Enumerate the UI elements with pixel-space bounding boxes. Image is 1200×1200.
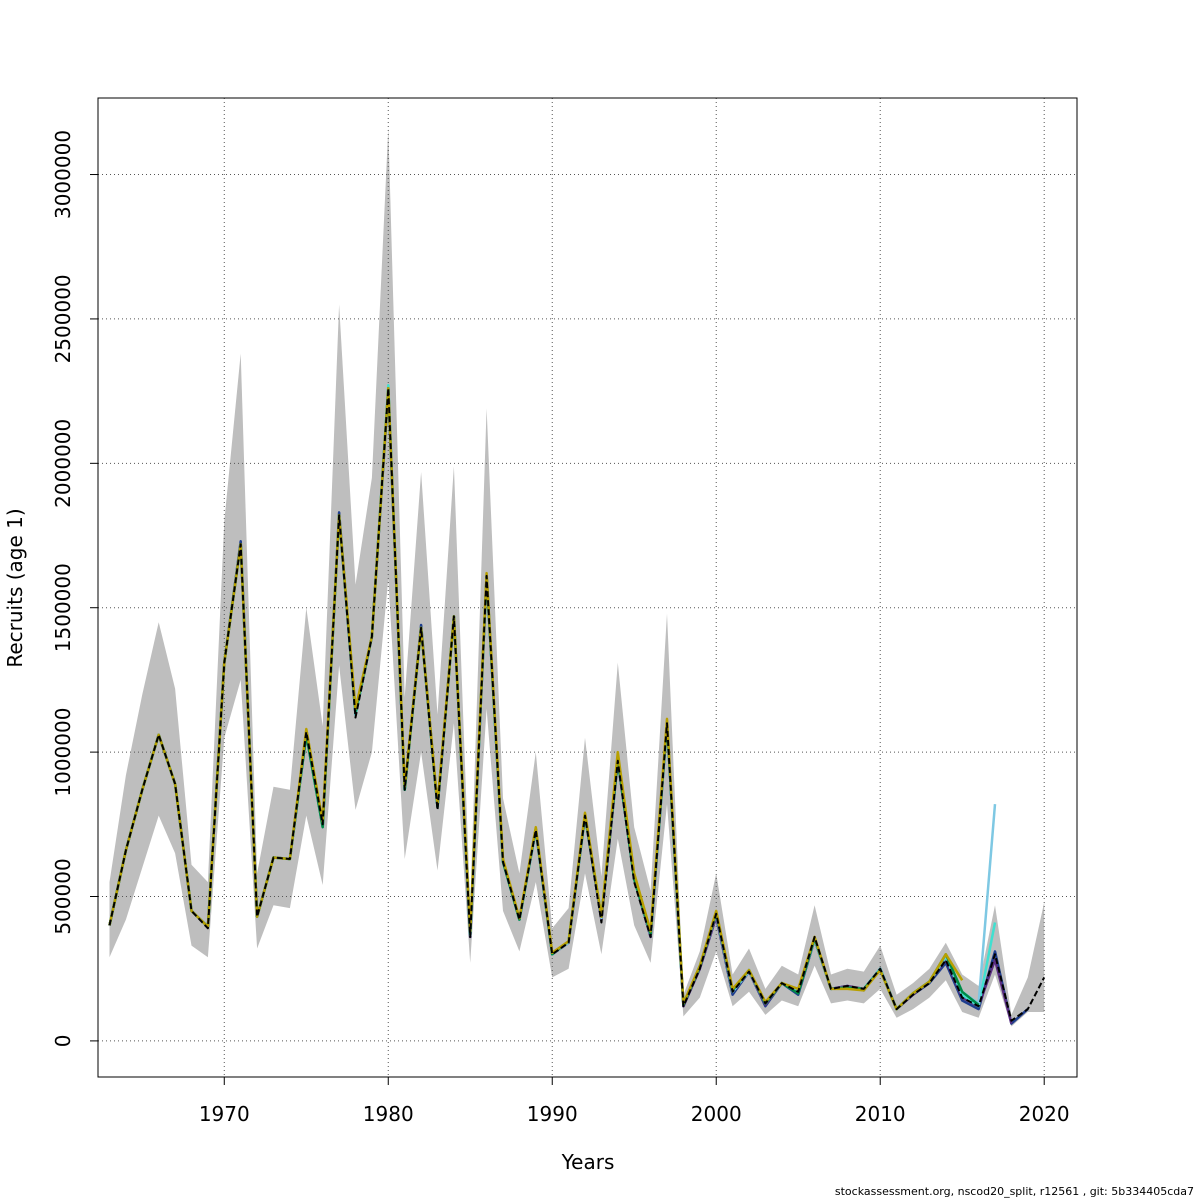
y-tick-label: 500000 [51,858,75,934]
x-tick-label: 1980 [363,1102,414,1126]
series-layer [108,384,1046,1025]
y-tick-label: 2500000 [51,274,75,363]
y-tick-label: 1000000 [51,708,75,797]
y-tick-label: 1500000 [51,563,75,652]
confidence-band [109,128,1045,1027]
y-axis-title: Recruits (age 1) [3,508,27,667]
series-line-base [108,387,1046,1022]
footer-credit: stockassessment.org, nscod20_split, r125… [834,1185,1194,1198]
y-tick-label: 3000000 [51,130,75,219]
confidence-band-layer [109,128,1045,1027]
x-tick-label: 1990 [527,1102,578,1126]
x-tick-label: 2020 [1019,1102,1070,1126]
x-tick-label: 2000 [691,1102,742,1126]
x-tick-label: 2010 [855,1102,906,1126]
y-tick-label: 2000000 [51,419,75,508]
plot-frame [97,97,1078,1078]
x-tick-label: 1970 [199,1102,250,1126]
y-tick-label: 0 [51,1035,75,1048]
axis-layer: 1970 1980 1990 2000 2010 2020 0 500000 1000000 15… [51,130,1070,1126]
x-axis-title: Years [561,1150,615,1174]
